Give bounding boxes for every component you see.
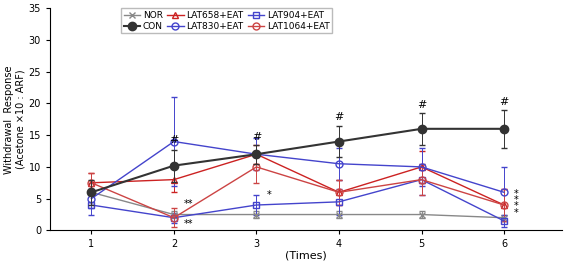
Text: **: ** [184,219,194,229]
Text: #: # [169,135,178,145]
Text: #: # [252,131,261,142]
Legend: NOR, CON, LAT658+EAT, LAT830+EAT, LAT904+EAT, LAT1064+EAT: NOR, CON, LAT658+EAT, LAT830+EAT, LAT904… [121,8,332,33]
Text: **: ** [184,199,194,209]
Text: *: * [514,189,518,198]
Text: *: * [267,191,271,201]
X-axis label: (Times): (Times) [285,251,327,261]
Text: *: * [514,201,518,211]
Text: *: * [514,195,518,205]
Y-axis label: Withdrawal  Response
(Acetone ×10 : ARF): Withdrawal Response (Acetone ×10 : ARF) [4,65,26,174]
Text: #: # [335,112,344,122]
Text: #: # [417,100,426,110]
Text: #: # [499,96,509,107]
Text: *: * [514,208,518,218]
